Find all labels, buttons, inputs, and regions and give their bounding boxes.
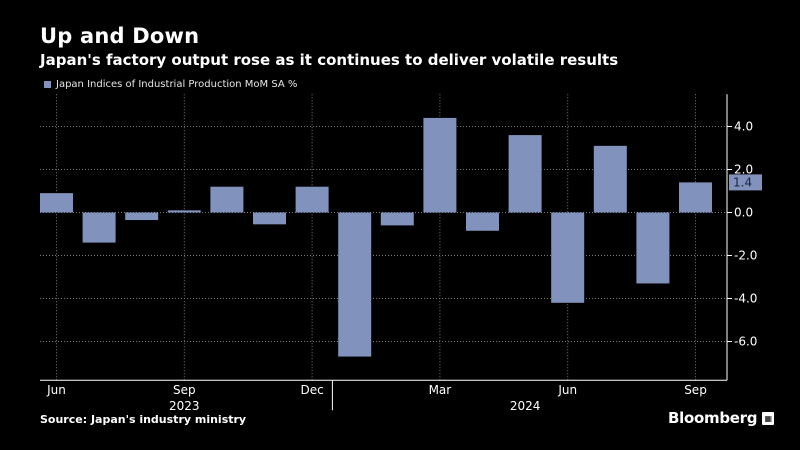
bar-2023-12 bbox=[295, 186, 329, 213]
chart-legend: Japan Indices of Industrial Production M… bbox=[44, 79, 297, 90]
bar-2024-03 bbox=[423, 117, 457, 213]
bar-2024-09 bbox=[679, 182, 712, 213]
bar-2023-08 bbox=[125, 212, 159, 221]
y-tick-label: -4.0 bbox=[734, 292, 757, 306]
bar-2023-10 bbox=[210, 186, 244, 213]
chart-title: Up and Down bbox=[40, 24, 200, 48]
last-value-label: 1.4 bbox=[733, 175, 752, 189]
legend-swatch-icon bbox=[44, 81, 51, 88]
year-label: 2024 bbox=[510, 399, 541, 413]
bar-2024-05 bbox=[508, 135, 542, 213]
y-tick-label: -2.0 bbox=[734, 249, 757, 263]
brand-chart-icon: ▦ bbox=[762, 411, 775, 425]
brand-name: Bloomberg bbox=[668, 409, 758, 427]
y-tick-label: 4.0 bbox=[734, 120, 753, 134]
x-tick-label: Mar bbox=[429, 383, 452, 397]
x-tick-label: Jun bbox=[46, 383, 66, 397]
bar-2024-08 bbox=[636, 212, 670, 284]
last-value-badge bbox=[729, 174, 762, 191]
source-note: Source: Japan's industry ministry bbox=[40, 413, 247, 426]
bar-2023-06 bbox=[40, 193, 73, 213]
bloomberg-logo: Bloomberg ▦ bbox=[668, 409, 775, 427]
bar-2024-01 bbox=[338, 212, 372, 357]
y-tick-label: 2.0 bbox=[734, 163, 753, 177]
x-tick-label: Sep bbox=[173, 383, 196, 397]
bar-2023-07 bbox=[82, 212, 116, 243]
bar-2024-02 bbox=[380, 212, 414, 226]
legend-label: Japan Indices of Industrial Production M… bbox=[56, 79, 298, 90]
x-tick-label: Dec bbox=[300, 383, 323, 397]
y-tick-label: -6.0 bbox=[734, 335, 757, 349]
bar-2024-06 bbox=[551, 212, 585, 303]
bar-2023-11 bbox=[253, 212, 286, 225]
bar-2024-04 bbox=[466, 212, 499, 231]
bar-2023-09 bbox=[167, 210, 201, 213]
year-label: 2023 bbox=[169, 399, 200, 413]
chart-subtitle: Japan's factory output rose as it contin… bbox=[40, 51, 619, 69]
bar-2024-07 bbox=[593, 145, 627, 213]
x-tick-label: Jun bbox=[557, 383, 577, 397]
y-tick-label: 0.0 bbox=[734, 206, 753, 220]
x-tick-label: Sep bbox=[684, 383, 707, 397]
